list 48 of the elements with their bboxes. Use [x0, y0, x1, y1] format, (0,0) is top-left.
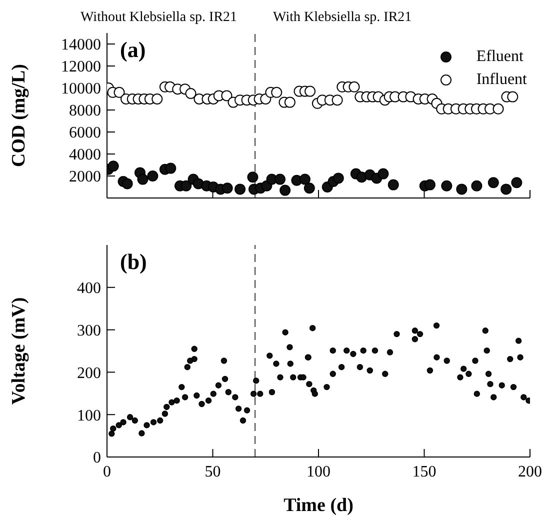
annotation: (a)	[120, 37, 146, 63]
text: With Klebsiella sp. IR21	[273, 10, 412, 26]
point	[274, 174, 286, 185]
y-tick-label: 2000	[69, 168, 101, 186]
point	[122, 178, 133, 190]
x-tick-label: 100	[306, 463, 330, 480]
point	[165, 162, 176, 174]
point	[488, 177, 499, 188]
x-tick-label: 200	[518, 463, 542, 480]
point	[456, 184, 468, 195]
y-tick-label: 10000	[61, 80, 101, 98]
y-tick-label: 14000	[61, 36, 101, 54]
y-tick-label: 100	[77, 407, 101, 424]
point	[500, 184, 512, 195]
point	[234, 184, 246, 195]
point	[147, 170, 158, 182]
y-axis-title: Voltage (mV)	[8, 297, 30, 405]
point	[471, 180, 482, 192]
point	[511, 177, 522, 188]
point	[108, 160, 119, 172]
point	[180, 180, 192, 192]
point	[137, 174, 148, 185]
text: Without Klebsiella sp. IR21	[80, 10, 238, 26]
point	[247, 172, 258, 183]
point	[388, 179, 399, 190]
point	[441, 180, 452, 192]
y-tick-label: 4000	[69, 146, 101, 164]
point	[304, 182, 315, 194]
legend-label: Efluent	[476, 48, 524, 66]
legend-label: Influent	[476, 70, 527, 88]
y-tick-label: 0	[93, 450, 101, 467]
y-tick-label: 12000	[61, 58, 101, 76]
annotation: (b)	[120, 249, 147, 275]
x-axis-title: Time (d)	[284, 495, 354, 516]
point	[378, 168, 389, 180]
x-tick-label: 150	[412, 463, 436, 480]
point	[280, 184, 291, 196]
point	[424, 179, 436, 190]
point	[299, 174, 310, 185]
y-tick-label: 300	[77, 322, 101, 340]
y-tick-label: 200	[77, 364, 101, 382]
point	[222, 182, 233, 194]
x-tick-label: 50	[204, 463, 221, 480]
y-tick-label: 400	[77, 280, 101, 298]
point	[332, 172, 344, 184]
y-tick-label: 6000	[69, 124, 101, 142]
y-tick-label: 8000	[69, 102, 101, 120]
y-axis-title: COD (mg/L)	[8, 64, 30, 167]
